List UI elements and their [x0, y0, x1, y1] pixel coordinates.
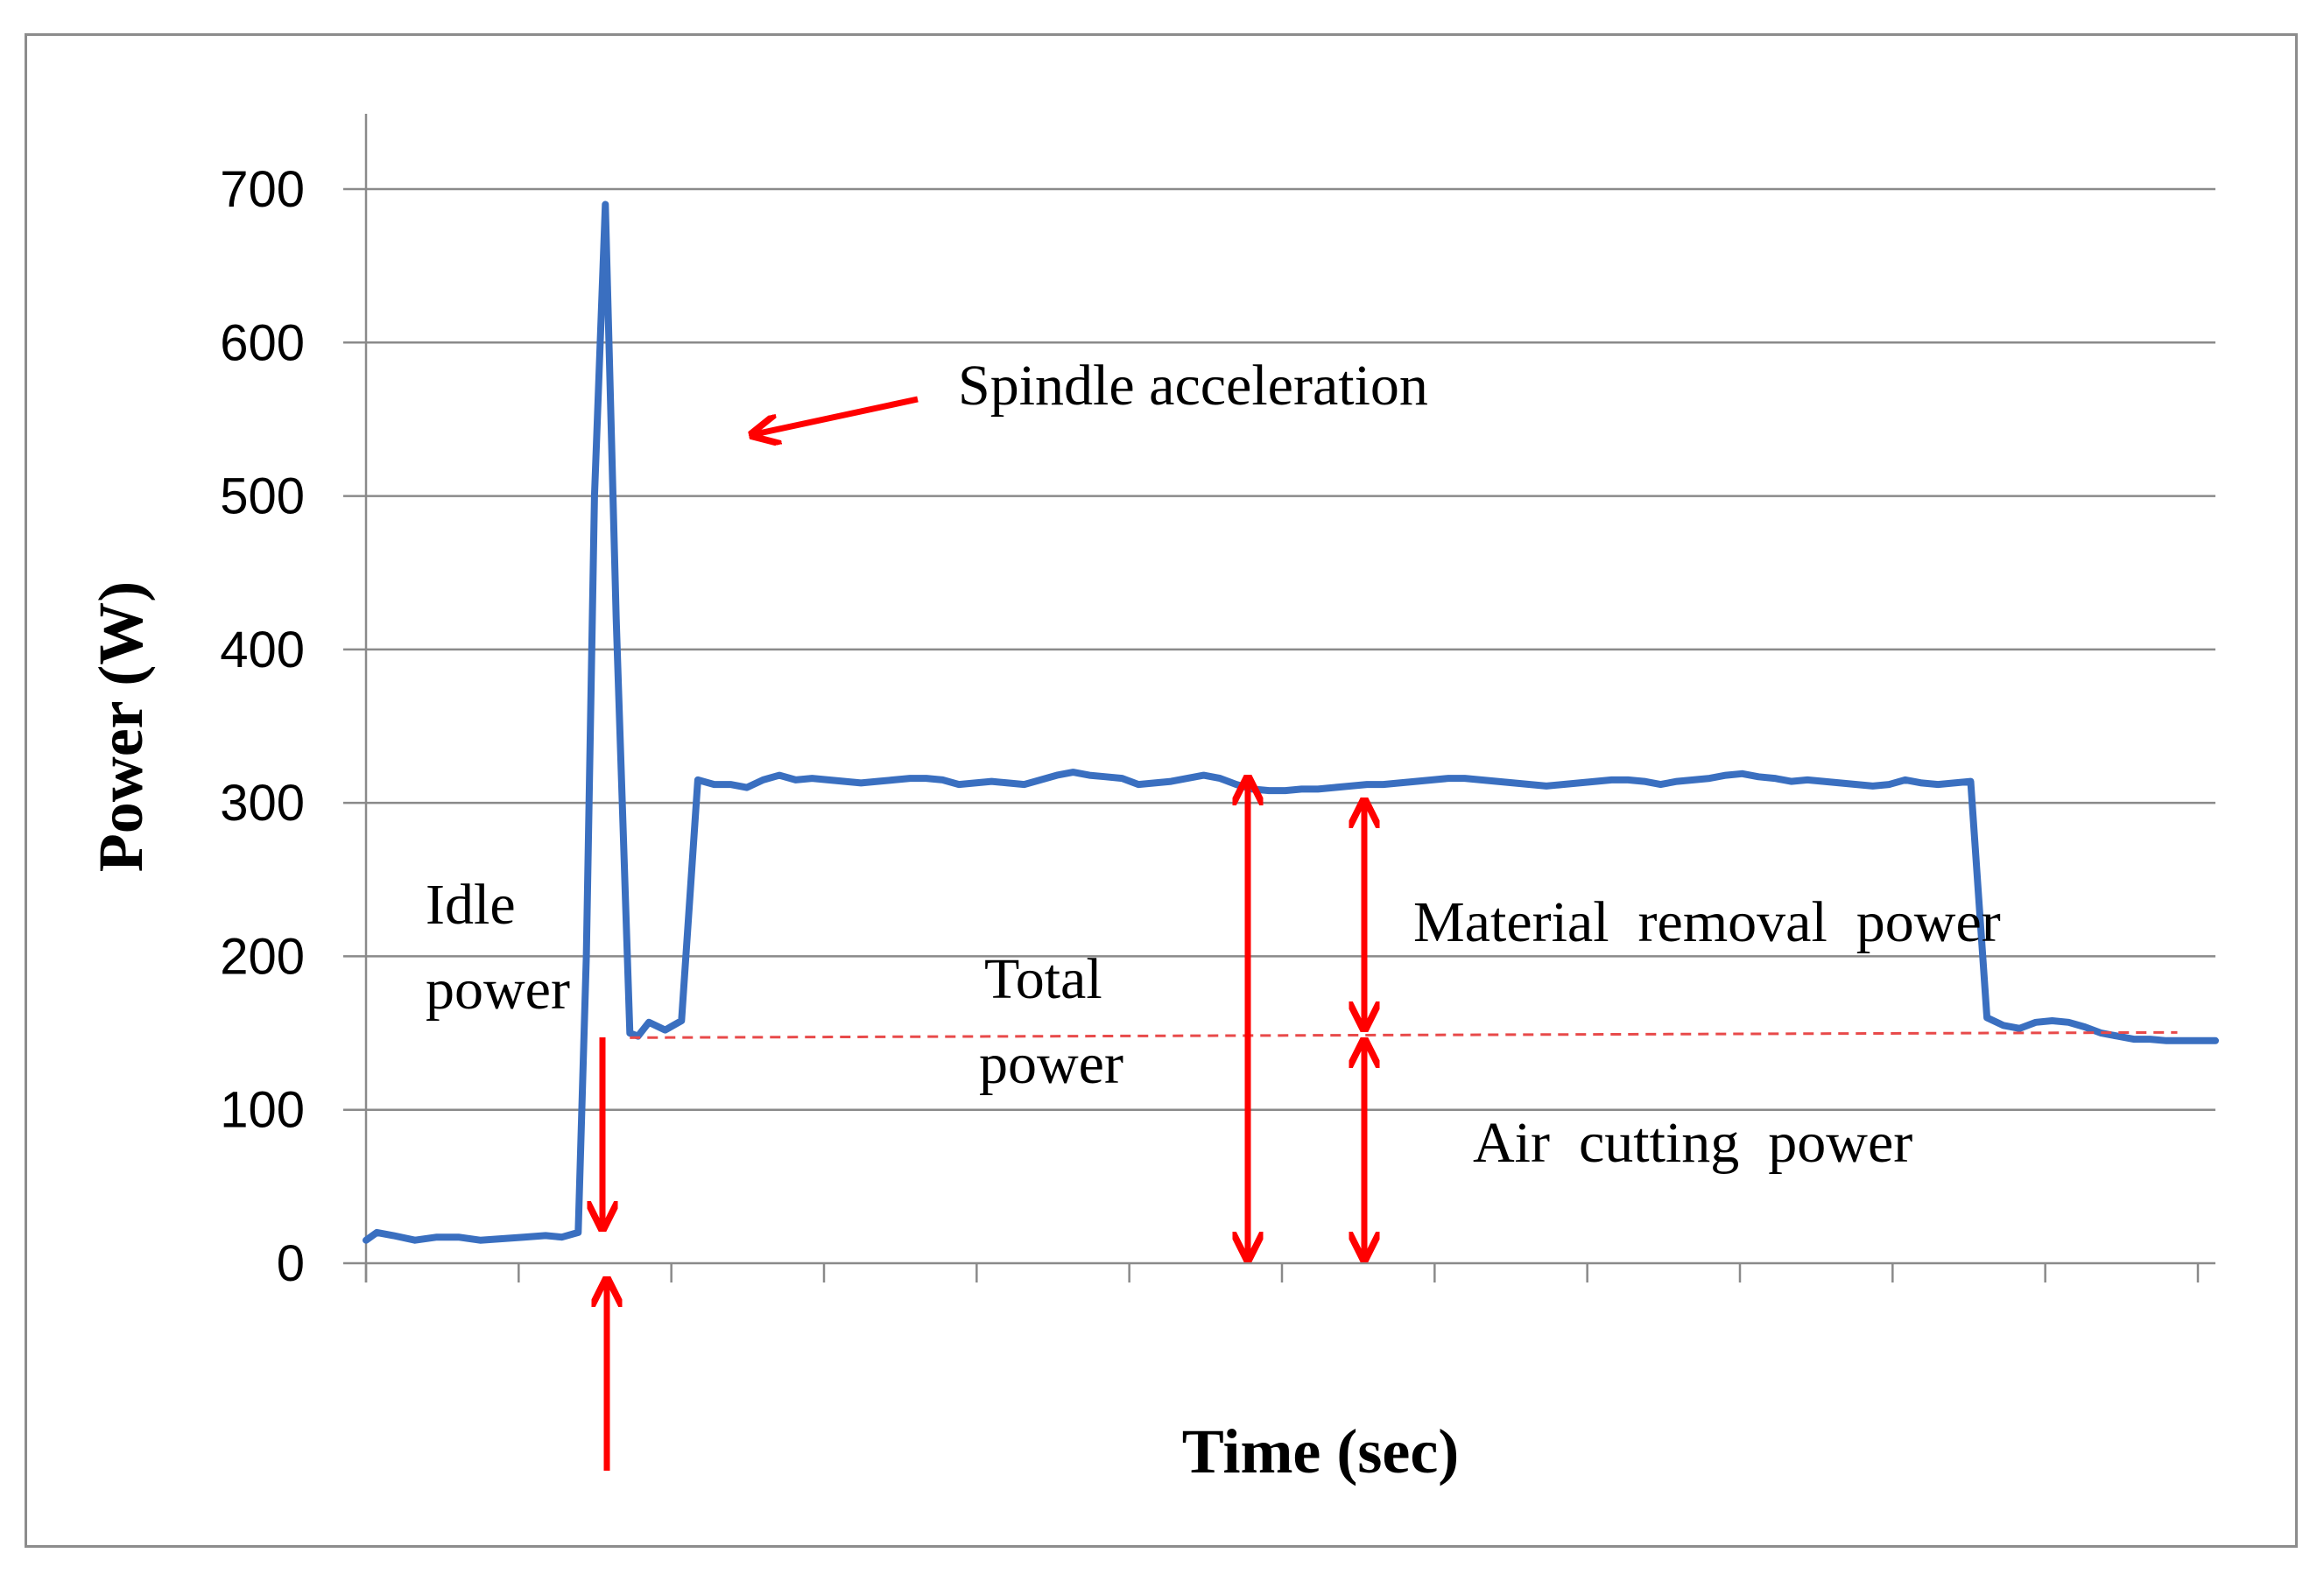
- reference-line-air-cutting-level: [630, 1030, 2178, 1039]
- annotation-total-power: power: [979, 1032, 1123, 1096]
- annotation-material-removal-power: Material removal power: [1413, 890, 2001, 954]
- y-tick-label: 0: [277, 1235, 305, 1292]
- series: [363, 200, 2219, 1244]
- y-tick-label: 300: [220, 775, 305, 832]
- annotation-total: Total: [984, 947, 1102, 1011]
- annotation-idle: Idle: [426, 873, 516, 937]
- y-axis-title: Power (W): [86, 581, 156, 873]
- annotation-idle-power: power: [426, 958, 570, 1022]
- spindle-acceleration-arrow: [755, 396, 919, 434]
- chart-frame: [25, 33, 2298, 1548]
- y-tick-label: 700: [220, 161, 305, 218]
- y-tick-label: 200: [220, 928, 305, 985]
- y-tick-label: 100: [220, 1082, 305, 1139]
- annotation-air-cutting-power: Air cutting power: [1473, 1111, 1912, 1175]
- annotation-spindle-acceleration: Spindle acceleration: [958, 354, 1428, 418]
- gridlines: [366, 187, 2215, 1111]
- series-line-power: [363, 200, 2219, 1244]
- y-tick-label: 600: [220, 314, 305, 371]
- y-tick-label: 500: [220, 468, 305, 525]
- x-axis-title: Time (sec): [1182, 1416, 1460, 1486]
- annotations: Spindle acceleration Idle power Total power M…: [426, 354, 2178, 1471]
- y-tick-label: 400: [220, 622, 305, 678]
- axes: 0 100 200 300 400 500 600 700: [220, 114, 2215, 1292]
